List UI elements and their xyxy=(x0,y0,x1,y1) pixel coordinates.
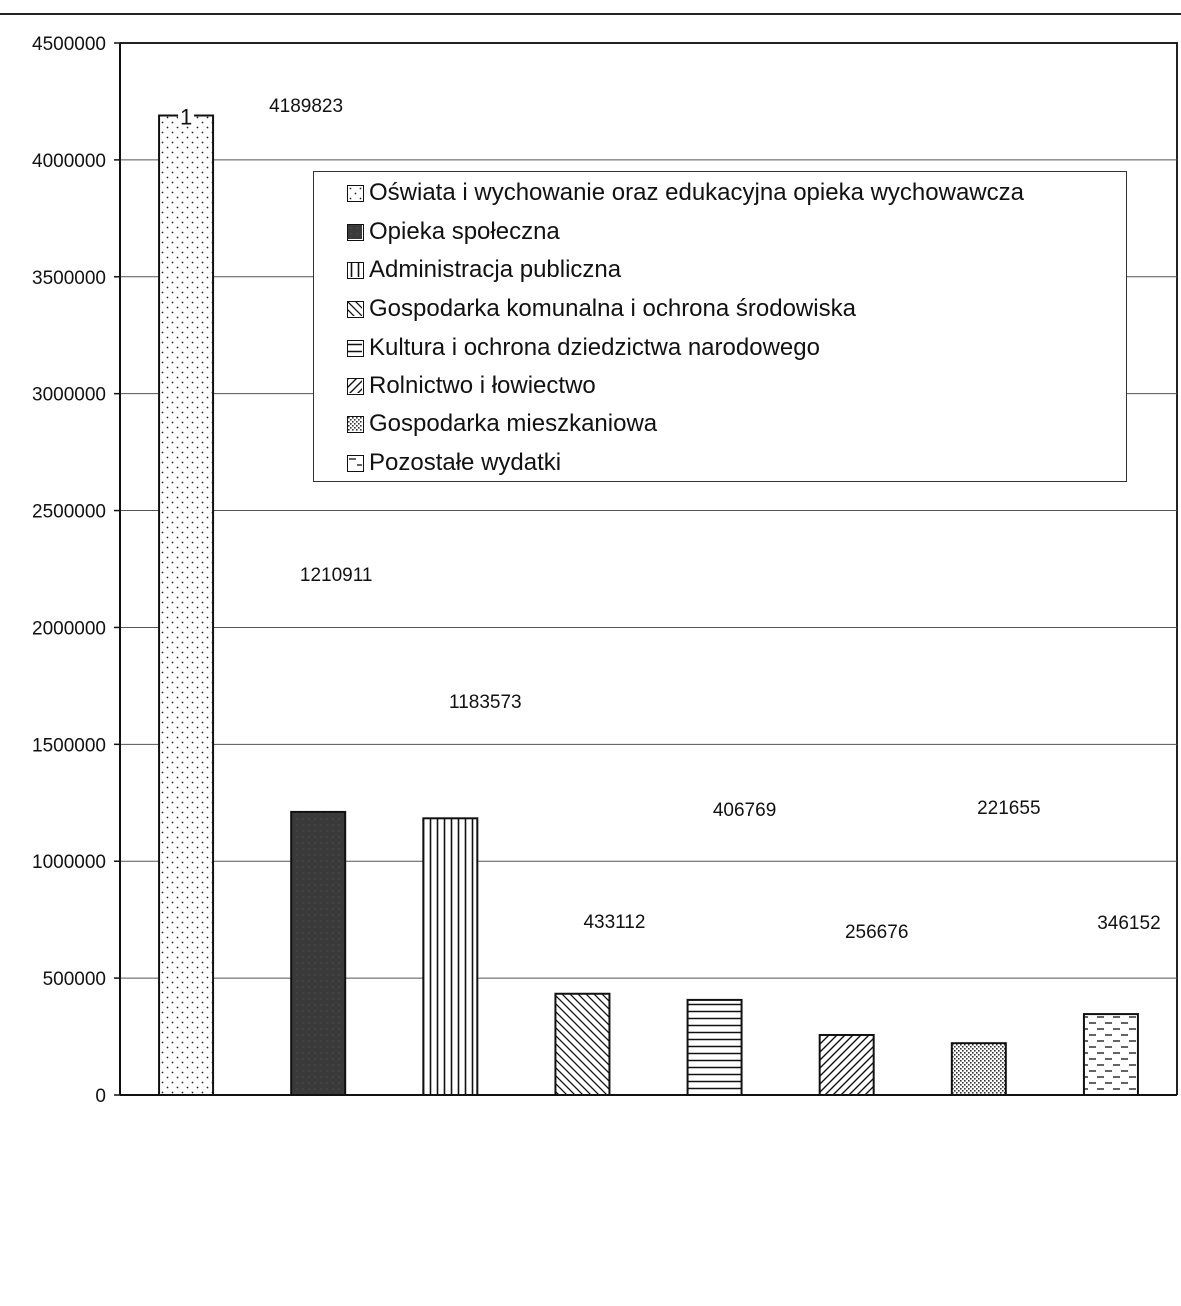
legend-item: Oświata i wychowanie oraz edukacyjna opi… xyxy=(347,178,1024,208)
legend-item: Gospodarka komunalna i ochrona środowisk… xyxy=(347,294,856,324)
legend-swatch-dense-dots xyxy=(347,415,364,433)
bar-1 xyxy=(158,114,215,1096)
legend-swatch-dots xyxy=(347,184,364,202)
data-label: 256676 xyxy=(845,922,908,943)
bar-top-label-bg xyxy=(178,103,195,126)
legend-swatch-vertical-lines xyxy=(347,261,364,279)
bar-7 xyxy=(950,1042,1007,1097)
legend-swatch-dashes xyxy=(347,454,364,472)
legend-item: Administracja publiczna xyxy=(347,255,621,285)
data-label: 1183573 xyxy=(449,692,522,713)
bar-top-label: 1 xyxy=(180,105,192,130)
bar-5 xyxy=(686,998,743,1096)
legend: Oświata i wychowanie oraz edukacyjna opi… xyxy=(313,171,1127,482)
legend-label: Kultura i ochrona dziedzictwa narodowego xyxy=(369,334,820,361)
data-labels: 4189823 1 1210911 1183573 433112 406769 256676… xyxy=(178,96,1161,943)
legend-label: Pozostałe wydatki xyxy=(369,449,562,476)
y-tick-label: 4000000 xyxy=(32,151,106,172)
legend-label: Administracja publiczna xyxy=(369,256,622,283)
y-tick-label: 1500000 xyxy=(32,735,106,756)
y-tick-label: 3000000 xyxy=(32,385,106,406)
legend-label: Rolnictwo i łowiectwo xyxy=(369,372,596,399)
data-label: 406769 xyxy=(713,800,776,821)
legend-swatch-diagonal-back xyxy=(347,300,364,318)
data-label: 4189823 xyxy=(269,96,343,117)
y-tick-label: 2500000 xyxy=(32,502,106,523)
legend-item: Rolnictwo i łowiectwo xyxy=(347,371,596,401)
legend-swatch-diagonal-forward xyxy=(347,377,364,395)
bars xyxy=(158,114,1139,1097)
bar-2 xyxy=(290,810,347,1096)
y-tick-label: 3500000 xyxy=(32,268,106,289)
legend-label: Gospodarka mieszkaniowa xyxy=(369,410,658,437)
y-axis: 0 500000 1000000 1500000 2000000 2500000 30000… xyxy=(32,34,1177,1107)
legend-swatch-horizontal-lines xyxy=(347,339,364,357)
bar-3 xyxy=(422,817,479,1096)
legend-item: Kultura i ochrona dziedzictwa narodowego xyxy=(347,333,820,363)
legend-label: Oświata i wychowanie oraz edukacyjna opi… xyxy=(369,179,1024,206)
legend-item: Opieka społeczna xyxy=(347,217,560,247)
bar-4 xyxy=(554,992,611,1097)
legend-label: Opieka społeczna xyxy=(369,218,560,245)
data-label: 433112 xyxy=(583,912,645,933)
data-label: 221655 xyxy=(977,798,1040,819)
y-tick-label: 2000000 xyxy=(32,618,106,639)
data-label: 1210911 xyxy=(300,565,373,586)
data-label: 346152 xyxy=(1097,913,1160,934)
y-tick-label: 1000000 xyxy=(32,852,106,873)
legend-swatch-solid-dark xyxy=(347,223,364,241)
bar-8 xyxy=(1082,1013,1139,1096)
y-tick-label: 500000 xyxy=(43,969,106,990)
bar-6 xyxy=(818,1033,875,1097)
y-tick-label: 4500000 xyxy=(32,34,106,55)
legend-item: Pozostałe wydatki xyxy=(347,448,561,478)
legend-label: Gospodarka komunalna i ochrona środowisk… xyxy=(369,295,856,322)
y-tick-label: 0 xyxy=(95,1086,106,1107)
legend-item: Gospodarka mieszkaniowa xyxy=(347,409,657,439)
